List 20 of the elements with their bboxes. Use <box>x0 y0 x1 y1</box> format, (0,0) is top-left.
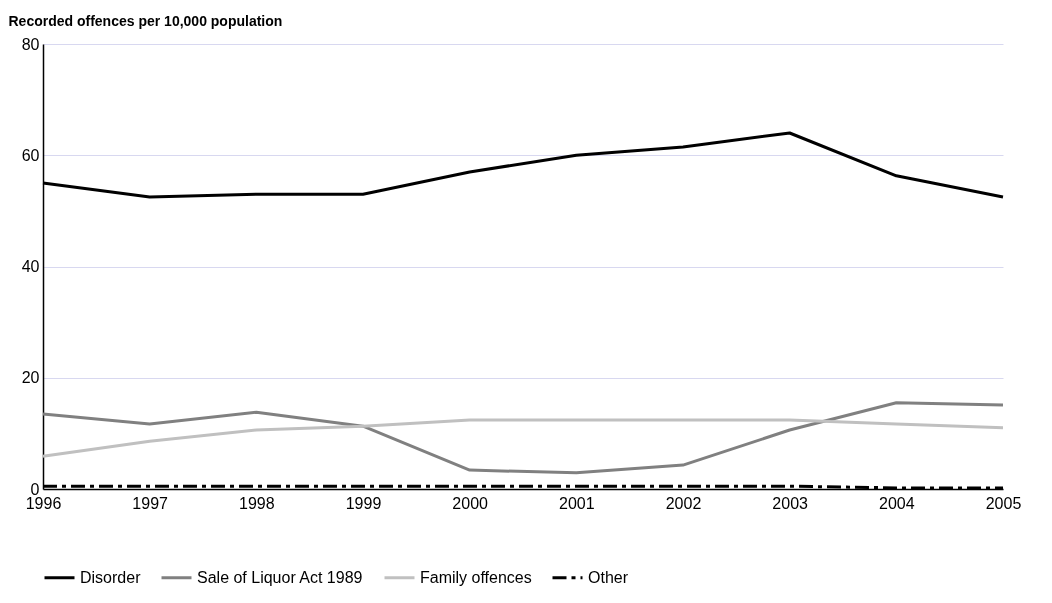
y-axis-title: Recorded offences per 10,000 population <box>8 12 283 29</box>
x-tick-label: 2002 <box>665 494 702 512</box>
y-tick-label: 20 <box>21 369 40 387</box>
legend-label: Family offences <box>420 568 532 586</box>
x-tick-label: 2000 <box>452 494 489 512</box>
y-tick-label: 80 <box>21 35 40 53</box>
line-series <box>41 418 1005 458</box>
y-tick-label: 60 <box>21 146 40 164</box>
x-tick-label: 1999 <box>345 494 382 512</box>
x-tick-label: 2004 <box>879 494 915 512</box>
x-tick-label: 2005 <box>985 494 1022 512</box>
x-tick-label: 2003 <box>772 494 809 512</box>
x-tick-label: 1998 <box>239 494 275 512</box>
x-tick-label: 1997 <box>132 494 169 512</box>
legend-label: Other <box>588 568 629 586</box>
y-tick-label: 40 <box>21 258 40 275</box>
x-tick-label: 2001 <box>559 494 595 512</box>
legend-label: Disorder <box>80 568 142 586</box>
legend-label: Sale of Liquor Act 1989 <box>197 568 363 586</box>
line-series <box>41 401 1005 475</box>
